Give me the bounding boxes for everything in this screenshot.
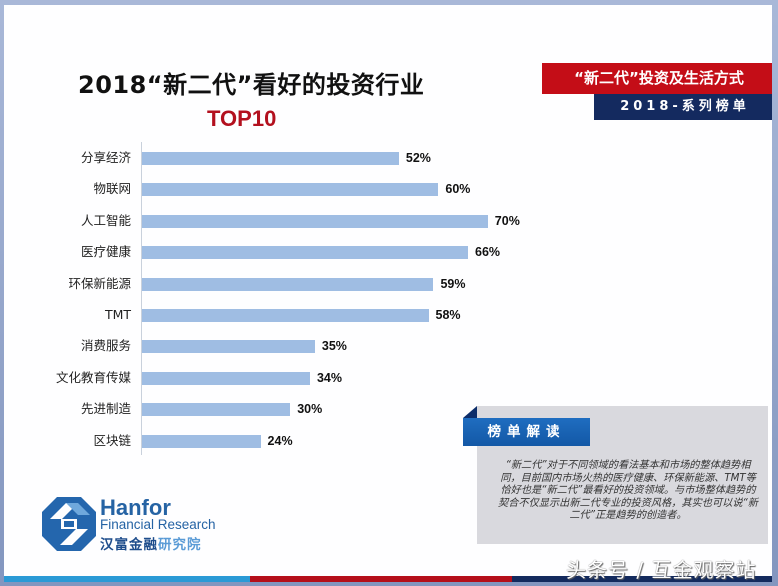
bar <box>142 214 488 228</box>
category-label: 先进制造 <box>80 401 131 417</box>
category-label: 区块链 <box>93 432 131 448</box>
bar <box>142 371 310 385</box>
hanfor-logo-icon <box>42 497 96 551</box>
value-label: 34% <box>316 370 342 385</box>
category-label: 环保新能源 <box>68 275 131 291</box>
bar <box>142 340 315 354</box>
category-label: 人工智能 <box>80 212 131 228</box>
bar <box>142 152 399 165</box>
value-label: 24% <box>267 433 293 448</box>
chart-subtitle: TOP10 <box>207 106 277 131</box>
category-label: 医疗健康 <box>80 244 131 260</box>
y-axis-line <box>141 142 142 455</box>
footer-stripe-navy <box>512 576 772 582</box>
bar <box>142 309 429 322</box>
value-label: 30% <box>297 402 323 417</box>
logo-name: Hanfor <box>100 495 171 520</box>
bar <box>142 183 439 197</box>
bar-row: 物联网 60% <box>4 179 772 199</box>
interpretation-text: “新二代”对于不同领域的看法基本和市场的整体趋势相同，目前国内市场火热的医疗健康… <box>498 460 758 521</box>
bar-row: 医疗健康 66% <box>4 242 772 262</box>
series-tag: “新二代”投资及生活方式 <box>542 63 772 94</box>
bar-row: 人工智能 70% <box>4 211 772 231</box>
interpretation-tag: 榜单解读 <box>463 418 590 446</box>
bar-row: 先进制造 30% <box>4 399 772 419</box>
logo-chinese-light: 研究院 <box>158 537 202 553</box>
bar-row: 消费服务 35% <box>4 336 772 356</box>
category-label: 消费服务 <box>80 338 131 354</box>
category-label: 物联网 <box>93 181 131 197</box>
bar-row: 分享经济 52% <box>4 148 772 168</box>
footer-stripe-red <box>250 576 512 582</box>
value-label: 58% <box>435 308 461 322</box>
value-label: 35% <box>321 339 347 354</box>
bar <box>142 246 469 260</box>
category-label: TMT <box>104 307 131 322</box>
bar <box>142 434 261 448</box>
category-label: 分享经济 <box>80 150 131 165</box>
value-label: 59% <box>440 276 466 291</box>
tag-fold <box>463 406 477 418</box>
bar <box>142 277 434 291</box>
footer-stripe-blue <box>4 576 250 582</box>
value-label: 70% <box>494 213 520 228</box>
logo-chinese: 汉富金融研究院 <box>100 533 202 553</box>
logo-english: Financial Research <box>100 517 216 532</box>
value-label: 66% <box>475 245 501 260</box>
chart-title: 2018“新二代”看好的投资行业 <box>78 71 425 99</box>
slide: 2018“新二代”看好的投资行业 TOP10 “新二代”投资及生活方式 2018… <box>4 5 772 582</box>
logo-chinese-dark: 汉富金融 <box>100 537 158 553</box>
year-tag: 2018-系列榜单 <box>594 94 772 120</box>
value-label: 52% <box>405 151 431 165</box>
category-label: 文化教育传媒 <box>55 369 131 385</box>
bar-row: TMT 58% <box>4 305 772 325</box>
watermark: 头条号 / 互金观察站 <box>566 558 757 582</box>
bar-row: 文化教育传媒 34% <box>4 368 772 388</box>
bar <box>142 403 291 417</box>
value-label: 60% <box>445 182 471 197</box>
bar-row: 环保新能源 59% <box>4 274 772 294</box>
bar-row: 区块链 24% <box>4 431 772 451</box>
